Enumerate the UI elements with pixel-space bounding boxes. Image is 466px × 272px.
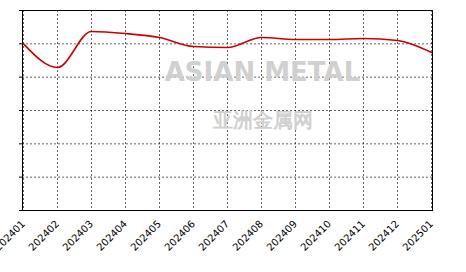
svg-text:202410: 202410	[298, 218, 333, 253]
svg-text:202408: 202408	[230, 218, 265, 253]
svg-text:202401: 202401	[0, 218, 27, 253]
svg-text:202407: 202407	[196, 218, 231, 253]
svg-text:202402: 202402	[26, 218, 61, 253]
svg-text:202404: 202404	[94, 218, 129, 253]
svg-text:亚洲金属网: 亚洲金属网	[212, 108, 313, 132]
svg-text:202405: 202405	[128, 218, 163, 253]
svg-text:202406: 202406	[162, 218, 197, 253]
svg-text:202411: 202411	[332, 218, 367, 253]
svg-text:ASIAN METAL: ASIAN METAL	[165, 57, 361, 87]
svg-text:202403: 202403	[60, 218, 95, 253]
svg-text:202501: 202501	[400, 218, 435, 253]
svg-text:202412: 202412	[366, 218, 401, 253]
svg-text:202409: 202409	[264, 218, 299, 253]
